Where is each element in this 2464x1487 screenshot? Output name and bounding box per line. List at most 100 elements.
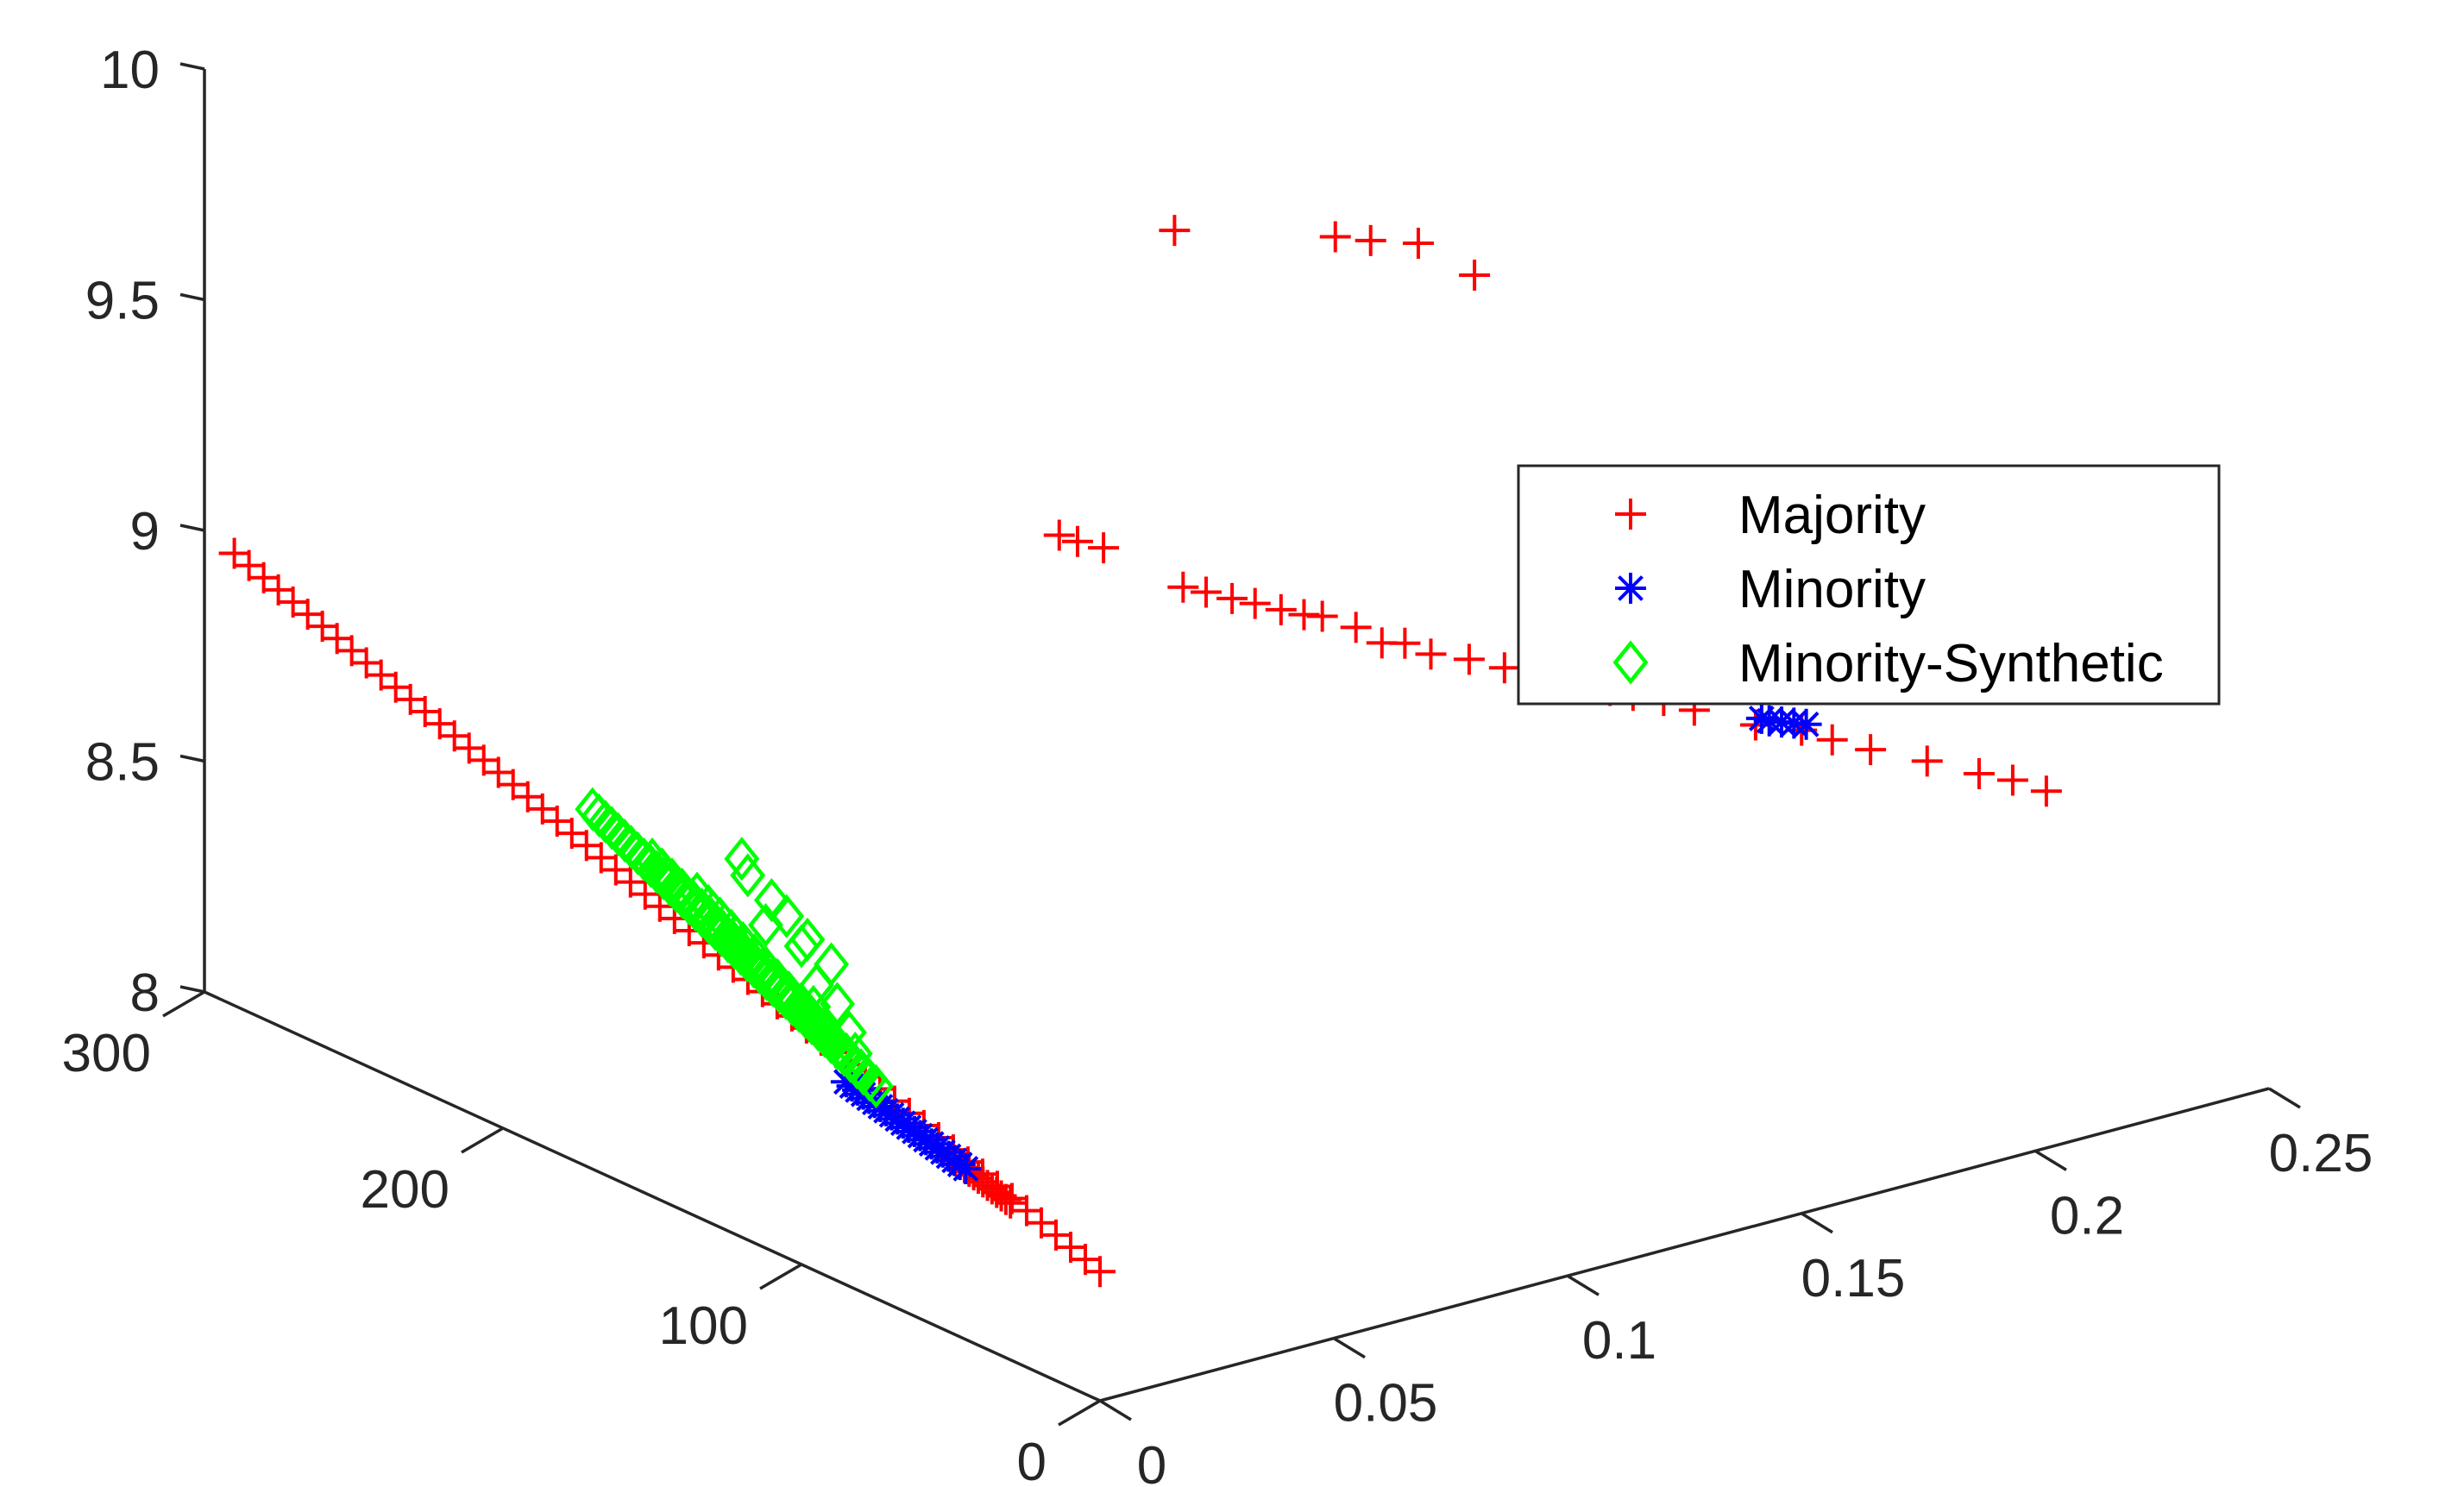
z-tick-label: 9 <box>130 502 160 562</box>
z-tick-label: 8.5 <box>85 733 160 793</box>
points-layer <box>218 215 2062 1288</box>
data-point <box>1239 587 1271 619</box>
z-tick-label: 10 <box>100 41 160 100</box>
data-point <box>1816 724 1848 756</box>
data-point <box>1319 221 1351 253</box>
data-point <box>629 878 661 910</box>
x-tick-label: 0.1 <box>1582 1311 1656 1371</box>
data-point <box>1911 745 1943 777</box>
data-point <box>724 837 760 882</box>
data-point <box>1043 519 1075 551</box>
data-point <box>482 756 514 788</box>
data-point <box>820 982 856 1026</box>
z-tick <box>179 524 205 532</box>
data-point <box>1963 758 1995 790</box>
data-point <box>1996 764 2028 796</box>
data-point <box>1069 1244 1101 1276</box>
data-point <box>828 1032 864 1076</box>
data-point <box>1745 702 1777 734</box>
data-point <box>789 917 826 962</box>
z-tick <box>179 754 205 763</box>
series-minority <box>830 702 1822 1184</box>
data-point <box>1190 576 1222 608</box>
x-tick-label: 0.15 <box>1801 1249 1906 1308</box>
x-tick-label: 0.05 <box>1334 1374 1438 1434</box>
data-point <box>1061 525 1093 557</box>
legend: Majority Minority Minority-Synthetic <box>1517 464 2221 706</box>
data-point <box>1389 627 1421 659</box>
data-point <box>1054 1231 1086 1263</box>
x-tick <box>1099 1399 1132 1421</box>
data-point <box>1453 643 1485 675</box>
data-point <box>1790 708 1822 740</box>
data-point <box>795 984 832 1029</box>
z-tick-label: 9.5 <box>85 272 160 331</box>
legend-entry-majority: Majority <box>1615 486 1926 545</box>
data-point <box>730 853 766 898</box>
x-axis-line <box>1099 1087 2270 1402</box>
y-axis-line <box>204 990 1101 1402</box>
data-point <box>769 894 805 938</box>
x-tick <box>1567 1274 1600 1296</box>
legend-marker <box>1612 640 1649 685</box>
data-point <box>541 805 573 837</box>
data-point <box>600 854 632 886</box>
data-point <box>614 866 646 898</box>
data-point <box>1306 600 1338 632</box>
x-tick <box>1333 1337 1366 1359</box>
data-point <box>831 1010 867 1055</box>
y-tick-label: 0 <box>1017 1433 1047 1487</box>
legend-label: Minority-Synthetic <box>1738 634 2164 693</box>
data-point <box>424 708 456 740</box>
y-tick <box>162 990 205 1018</box>
legend-label: Minority <box>1738 560 1926 619</box>
data-point <box>1010 1195 1042 1227</box>
data-point <box>409 695 441 727</box>
data-point <box>248 562 280 593</box>
z-tick <box>179 292 205 302</box>
z-tick <box>179 62 205 71</box>
x-tick <box>1801 1212 1833 1234</box>
x-tick-label: 0 <box>1137 1436 1166 1487</box>
data-point <box>837 1031 873 1076</box>
data-point <box>1040 1219 1072 1251</box>
data-point <box>365 659 397 691</box>
data-point <box>1415 638 1447 670</box>
data-point <box>1340 612 1372 643</box>
data-point <box>394 683 426 715</box>
y-tick <box>461 1126 504 1154</box>
data-point <box>1025 1207 1057 1239</box>
y-tick <box>1058 1399 1101 1427</box>
data-point <box>1402 228 1434 260</box>
data-point <box>585 842 617 874</box>
data-point <box>380 671 412 703</box>
x-tick <box>2034 1149 2067 1171</box>
data-point <box>830 1066 862 1098</box>
data-point <box>1216 582 1248 614</box>
data-point <box>1159 215 1191 247</box>
data-point <box>783 924 820 969</box>
data-point <box>233 549 265 581</box>
x-tick-label: 0.25 <box>2269 1124 2373 1183</box>
x-tick-label: 0.2 <box>2050 1186 2124 1245</box>
legend-marker <box>1615 499 1646 530</box>
data-point <box>468 744 500 776</box>
data-point <box>438 720 470 752</box>
data-point <box>262 574 294 605</box>
data-point <box>497 769 529 800</box>
data-point <box>1167 571 1199 603</box>
data-point <box>570 830 602 862</box>
data-point <box>218 537 250 569</box>
data-point <box>753 877 789 923</box>
data-point <box>292 599 324 631</box>
data-point <box>512 781 544 813</box>
legend-entry-minority-synthetic: Minority-Synthetic <box>1612 634 2164 693</box>
data-point <box>1459 259 1491 291</box>
data-point <box>556 818 588 850</box>
data-point <box>277 586 309 618</box>
y-tick-label: 100 <box>659 1296 748 1356</box>
y-tick-label: 200 <box>361 1160 449 1220</box>
